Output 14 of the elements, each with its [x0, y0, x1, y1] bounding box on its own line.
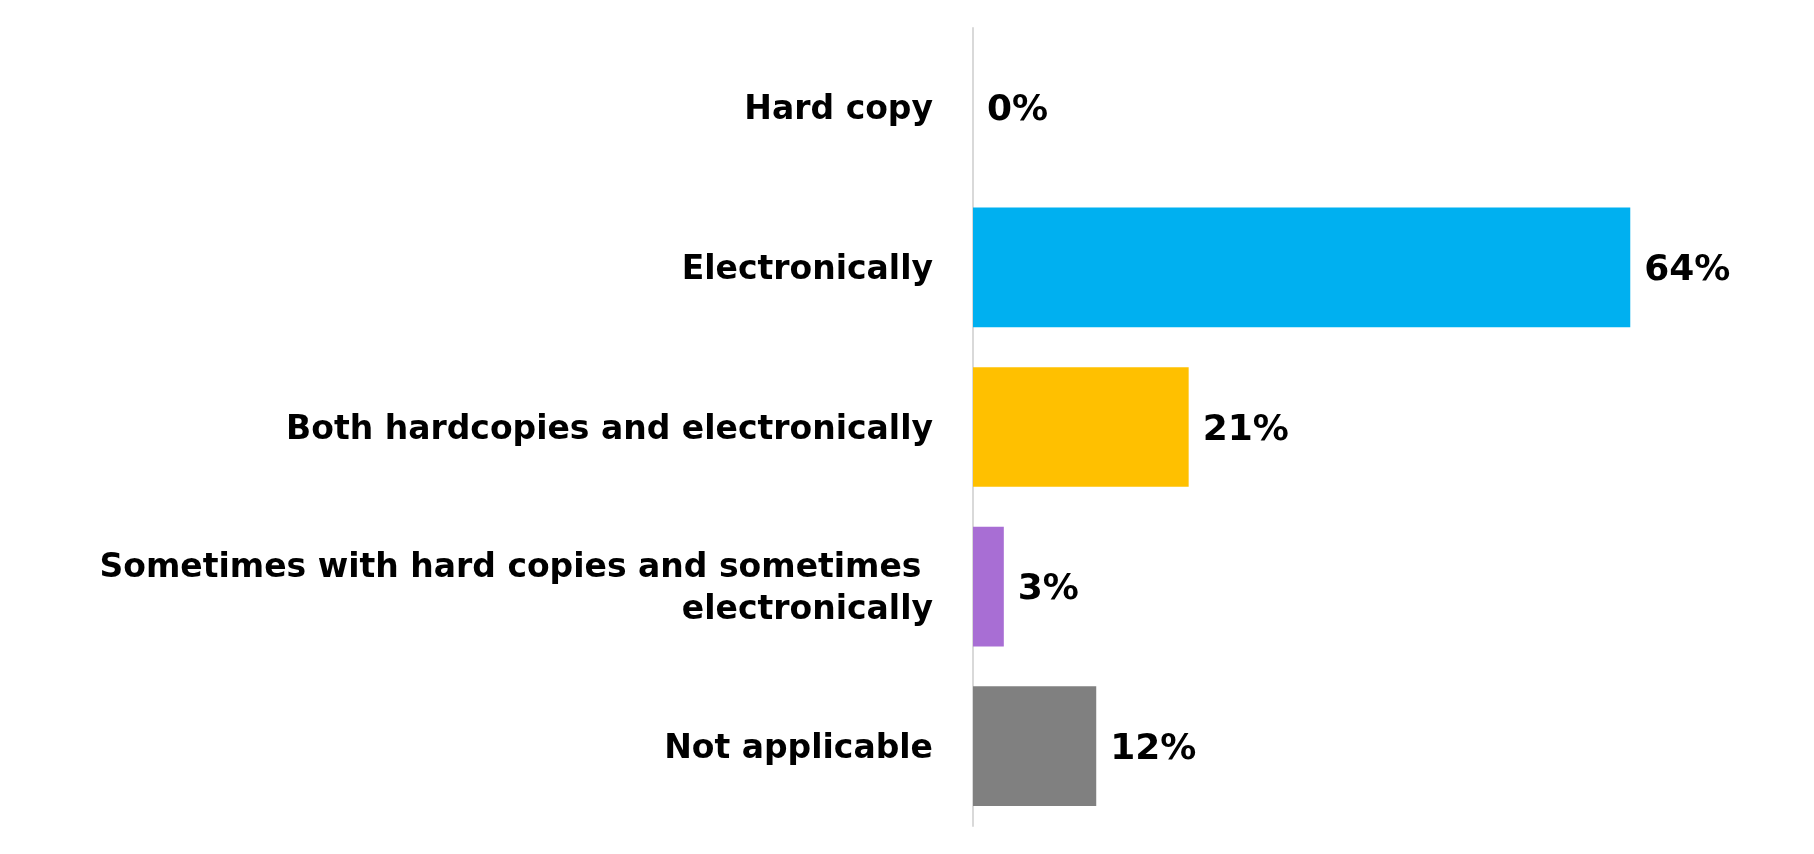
- data-label: 12%: [1110, 725, 1197, 767]
- data-label: 0%: [987, 87, 1049, 129]
- y-tick-label: Both hardcopies and electronically: [286, 407, 933, 447]
- data-label: 64%: [1644, 246, 1731, 288]
- y-tick-label: Electronically: [681, 247, 933, 287]
- bar: [973, 686, 1097, 807]
- bar: [973, 367, 1189, 487]
- data-label: 21%: [1202, 406, 1289, 448]
- y-tick-label: Not applicable: [664, 726, 933, 766]
- y-tick-label: Sometimes with hard copies and sometimes electronically: [99, 546, 933, 628]
- bar: [973, 207, 1631, 328]
- y-tick-label: Hard copy: [744, 88, 933, 128]
- bar: [973, 526, 1004, 647]
- data-label: 3%: [1017, 566, 1079, 608]
